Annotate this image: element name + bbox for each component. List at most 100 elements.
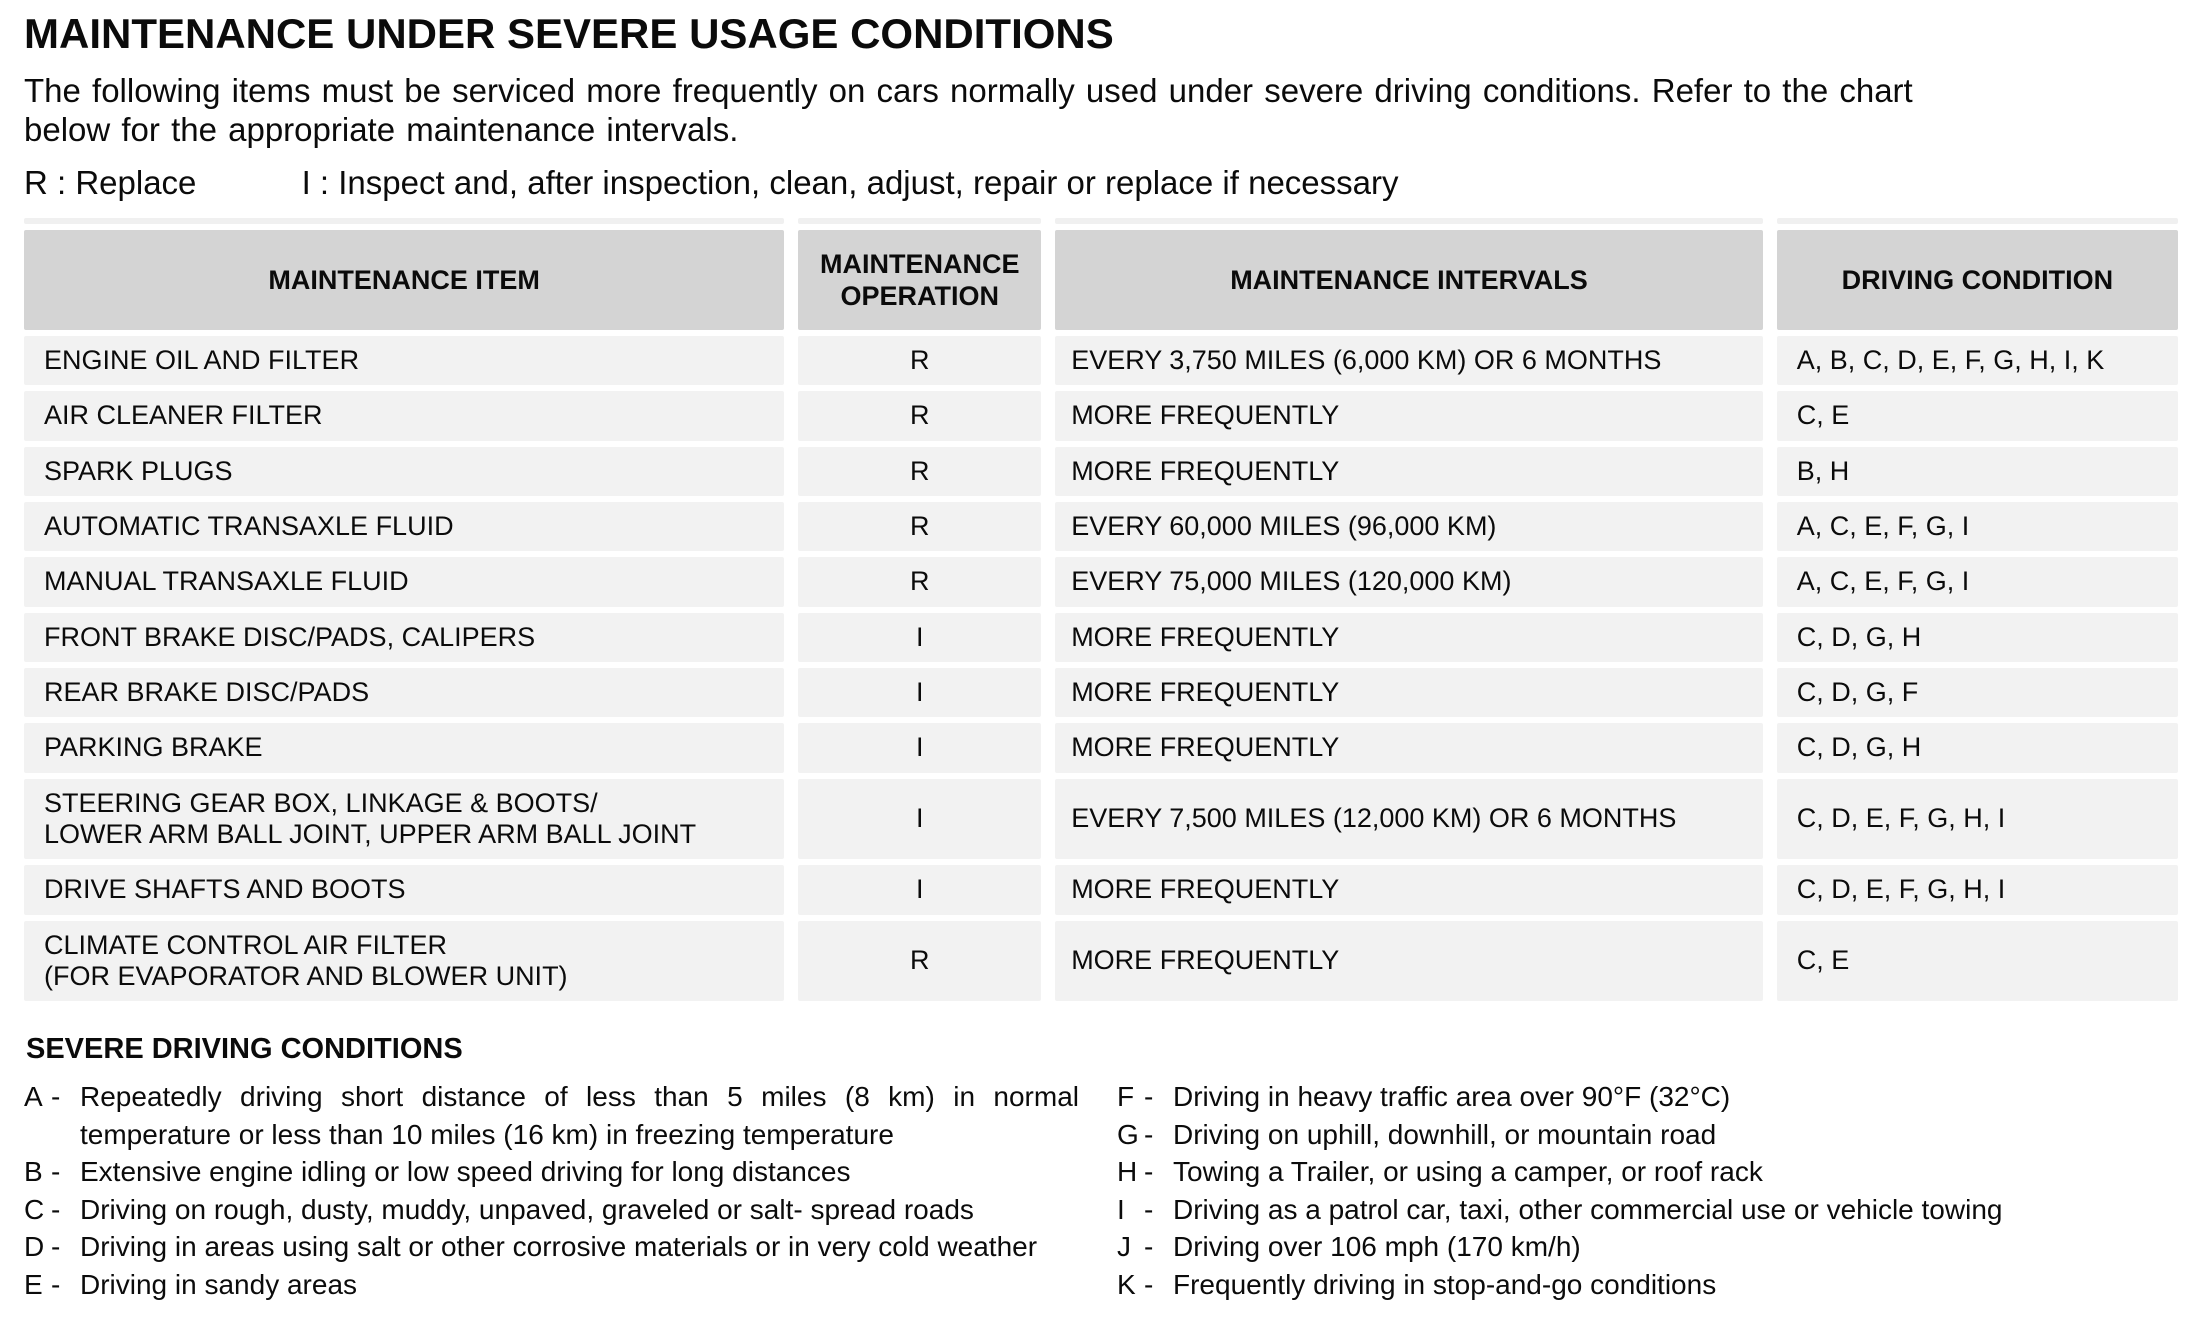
table-edge-cell	[798, 218, 1042, 225]
col-header-maintenance-item: MAINTENANCE ITEM	[24, 230, 785, 331]
condition-item-d: D- Driving in areas using salt or other …	[24, 1228, 1079, 1266]
cell-interval: MORE FREQUENTLY	[1055, 865, 1763, 915]
cell-item: AIR CLEANER FILTER	[24, 391, 785, 441]
condition-text: Driving on rough, dusty, muddy, unpaved,…	[80, 1193, 974, 1225]
cell-operation: R	[798, 557, 1042, 607]
condition-text: Driving on uphill, downhill, or mountain…	[1173, 1118, 1717, 1150]
table-edge-cell	[1776, 218, 2178, 225]
condition-prefix: D-	[24, 1228, 80, 1266]
condition-item-e: E- Driving in sandy areas	[24, 1266, 1079, 1304]
condition-text: Driving over 106 mph (170 km/h)	[1173, 1231, 1581, 1263]
cell-condition: A, C, E, F, G, I	[1776, 557, 2178, 607]
cell-operation: R	[798, 446, 1042, 497]
cell-condition: C, D, G, H	[1776, 612, 2178, 662]
cell-interval: EVERY 60,000 MILES (96,000 KM)	[1055, 502, 1763, 552]
condition-dash: -	[1144, 1118, 1154, 1150]
legend: R : Replace I : Inspect and, after inspe…	[24, 164, 2178, 202]
condition-item-b: B- Extensive engine idling or low speed …	[24, 1153, 1079, 1191]
condition-dash: -	[1144, 1081, 1154, 1113]
conditions-left-column: A- Repeatedly driving short distance of …	[24, 1078, 1079, 1303]
cell-condition: B, H	[1776, 446, 2178, 497]
condition-text: Frequently driving in stop-and-go condit…	[1173, 1268, 1717, 1300]
table-edge-cell	[1055, 218, 1763, 225]
table-row: ENGINE OIL AND FILTER R EVERY 3,750 MILE…	[24, 336, 2178, 386]
cell-item: FRONT BRAKE DISC/PADS, CALIPERS	[24, 612, 785, 662]
condition-text: Extensive engine idling or low speed dri…	[80, 1156, 851, 1188]
condition-letter: H	[1117, 1156, 1138, 1188]
condition-prefix: J-	[1117, 1228, 1173, 1266]
condition-letter: F	[1117, 1081, 1135, 1113]
condition-prefix: K-	[1117, 1266, 1173, 1304]
cell-condition: C, D, G, H	[1776, 723, 2178, 773]
condition-item-g: G- Driving on uphill, downhill, or mount…	[1117, 1116, 2178, 1154]
condition-prefix: H-	[1117, 1153, 1173, 1191]
cell-item: DRIVE SHAFTS AND BOOTS	[24, 865, 785, 915]
cell-item: PARKING BRAKE	[24, 723, 785, 773]
cell-operation: I	[798, 865, 1042, 915]
table-row: FRONT BRAKE DISC/PADS, CALIPERS I MORE F…	[24, 612, 2178, 662]
col-header-driving-condition: DRIVING CONDITION	[1776, 230, 2178, 331]
condition-letter: I	[1117, 1193, 1125, 1225]
cell-item: CLIMATE CONTROL AIR FILTER (FOR EVAPORAT…	[24, 920, 785, 1002]
cell-interval: MORE FREQUENTLY	[1055, 920, 1763, 1002]
condition-dash: -	[51, 1268, 61, 1300]
table-edge-cell	[24, 218, 785, 225]
cell-condition: C, D, E, F, G, H, I	[1776, 778, 2178, 860]
condition-dash: -	[1144, 1268, 1154, 1300]
cell-operation: I	[798, 667, 1042, 718]
cell-operation: R	[798, 502, 1042, 552]
col-header-maintenance-intervals: MAINTENANCE INTERVALS	[1055, 230, 1763, 331]
condition-dash: -	[1144, 1156, 1154, 1188]
condition-text: Driving as a patrol car, taxi, other com…	[1173, 1193, 2003, 1225]
condition-dash: -	[51, 1156, 61, 1188]
cell-item: MANUAL TRANSAXLE FLUID	[24, 557, 785, 607]
table-row: PARKING BRAKE I MORE FREQUENTLY C, D, G,…	[24, 723, 2178, 773]
cell-operation: I	[798, 612, 1042, 662]
table-row: REAR BRAKE DISC/PADS I MORE FREQUENTLY C…	[24, 667, 2178, 718]
cell-item: AUTOMATIC TRANSAXLE FLUID	[24, 502, 785, 552]
cell-interval: EVERY 7,500 MILES (12,000 KM) OR 6 MONTH…	[1055, 778, 1763, 860]
cell-interval: MORE FREQUENTLY	[1055, 612, 1763, 662]
cell-interval: MORE FREQUENTLY	[1055, 391, 1763, 441]
intro-text: The following items must be serviced mor…	[24, 72, 1913, 149]
condition-item-i: I- Driving as a patrol car, taxi, other …	[1117, 1191, 2178, 1229]
table-row: SPARK PLUGS R MORE FREQUENTLY B, H	[24, 446, 2178, 497]
condition-dash: -	[1144, 1231, 1154, 1263]
legend-replace-label: R : Replace	[24, 164, 197, 202]
condition-item-k: K- Frequently driving in stop-and-go con…	[1117, 1266, 2178, 1304]
condition-item-a: A- Repeatedly driving short distance of …	[24, 1078, 1079, 1153]
condition-letter: C	[24, 1193, 45, 1225]
condition-letter: A	[24, 1081, 43, 1113]
table-row: STEERING GEAR BOX, LINKAGE & BOOTS/ LOWE…	[24, 778, 2178, 860]
cell-item: REAR BRAKE DISC/PADS	[24, 667, 785, 718]
legend-inspect-label: I : Inspect and, after inspection, clean…	[301, 164, 1399, 202]
condition-letter: B	[24, 1156, 43, 1188]
condition-text: Driving in areas using salt or other cor…	[80, 1231, 1038, 1263]
table-row: MANUAL TRANSAXLE FLUID R EVERY 75,000 MI…	[24, 557, 2178, 607]
cell-condition: A, B, C, D, E, F, G, H, I, K	[1776, 336, 2178, 386]
conditions-right-column: F- Driving in heavy traffic area over 90…	[1117, 1078, 2178, 1303]
cell-operation: I	[798, 723, 1042, 773]
condition-letter: G	[1117, 1118, 1139, 1150]
col-header-maintenance-operation: MAINTENANCE OPERATION	[798, 230, 1042, 331]
cell-interval: EVERY 75,000 MILES (120,000 KM)	[1055, 557, 1763, 607]
maintenance-table: MAINTENANCE ITEM MAINTENANCE OPERATION M…	[10, 212, 2192, 1007]
condition-prefix: C-	[24, 1191, 80, 1229]
cell-interval: EVERY 3,750 MILES (6,000 KM) OR 6 MONTHS	[1055, 336, 1763, 386]
table-header-row: MAINTENANCE ITEM MAINTENANCE OPERATION M…	[24, 230, 2178, 331]
condition-text: Repeatedly driving short distance of les…	[80, 1081, 1079, 1150]
condition-letter: K	[1117, 1268, 1136, 1300]
condition-prefix: B-	[24, 1153, 80, 1191]
cell-condition: C, E	[1776, 920, 2178, 1002]
condition-prefix: E-	[24, 1266, 80, 1304]
condition-prefix: A-	[24, 1078, 80, 1116]
page-title: MAINTENANCE UNDER SEVERE USAGE CONDITION…	[24, 10, 1114, 57]
cell-interval: MORE FREQUENTLY	[1055, 446, 1763, 497]
table-row: DRIVE SHAFTS AND BOOTS I MORE FREQUENTLY…	[24, 865, 2178, 915]
condition-item-c: C- Driving on rough, dusty, muddy, unpav…	[24, 1191, 1079, 1229]
condition-item-j: J- Driving over 106 mph (170 km/h)	[1117, 1228, 2178, 1266]
condition-dash: -	[51, 1081, 61, 1113]
condition-letter: E	[24, 1268, 43, 1300]
cell-condition: C, D, G, F	[1776, 667, 2178, 718]
severe-conditions-list: A- Repeatedly driving short distance of …	[24, 1078, 2178, 1303]
